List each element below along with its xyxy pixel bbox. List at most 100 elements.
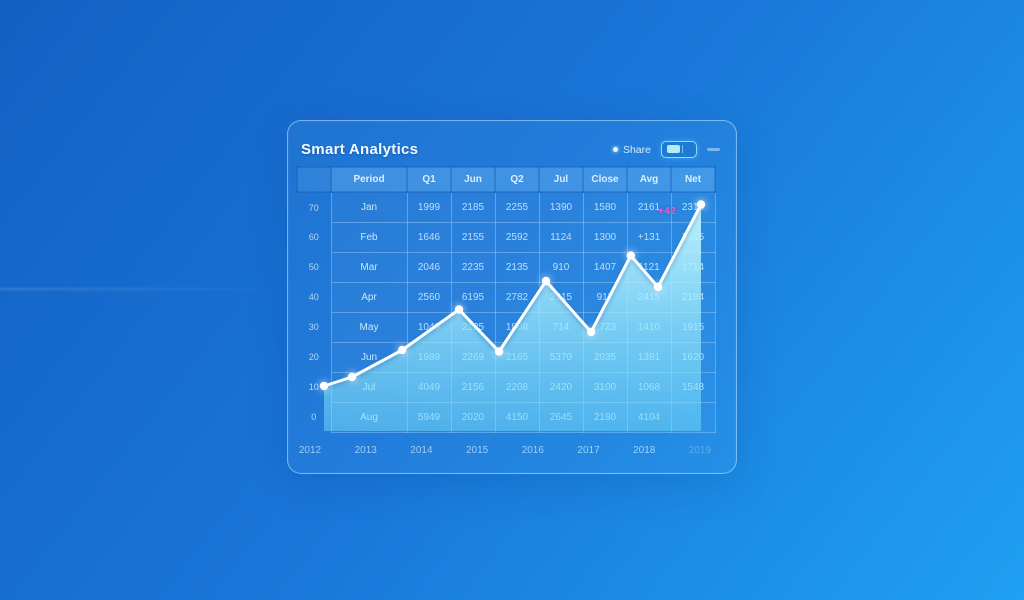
period-cell: Jun xyxy=(330,341,408,373)
table-cell: 6195 xyxy=(450,281,496,313)
table-cell: 1620 xyxy=(670,341,716,373)
y-axis-tick-label: 70 xyxy=(297,192,332,222)
period-cell: May xyxy=(330,311,408,343)
table-cell: 1646 xyxy=(406,221,452,253)
column-header: Close xyxy=(582,166,628,193)
table-cell: 1989 xyxy=(406,341,452,373)
column-header: Avg xyxy=(626,166,672,193)
table-cell: 2310 xyxy=(670,191,716,223)
column-header: Jul xyxy=(538,166,584,193)
x-axis-tick-label: 2017 xyxy=(577,445,600,456)
table-cell: 2135 xyxy=(494,251,540,283)
status-label: Share xyxy=(622,143,651,156)
table-cell: 2165 xyxy=(494,341,540,373)
table-cell: 1915 xyxy=(670,311,716,343)
table-corner-cell xyxy=(296,166,332,193)
table-cell: 2315 xyxy=(538,281,584,313)
table-cell: 3415 xyxy=(670,221,716,253)
table-cell: 2269 xyxy=(450,341,496,373)
table-cell: 2645 xyxy=(538,401,584,433)
x-axis-tick-label: 2013 xyxy=(354,445,377,456)
chart-table-area: Period Q1 Jun Q2 Jul Close Avg Net 70 Jan 1999 218… xyxy=(296,166,716,433)
table-cell: 2592 xyxy=(494,221,540,253)
y-axis-tick-label: 50 xyxy=(297,252,332,282)
table-cell: 1999 xyxy=(406,191,452,223)
y-axis-tick-label: 10 xyxy=(297,372,332,402)
minimize-dash-icon[interactable] xyxy=(707,148,720,151)
y-axis-tick-label: 0 xyxy=(297,402,332,432)
table-cell: +131 xyxy=(626,221,672,253)
table-row: 60 Feb 1646 2155 2592 1124 1300 +131 3415 xyxy=(297,221,716,253)
table-cell: 714 xyxy=(538,311,584,343)
period-cell: Jan xyxy=(330,191,408,223)
period-cell: Mar xyxy=(330,251,408,283)
table-cell: 1714 xyxy=(670,251,716,283)
table-cell: 1124 xyxy=(538,221,584,253)
background-light-streak xyxy=(0,288,300,290)
period-cell: Aug xyxy=(330,401,408,433)
y-axis-tick-label: 30 xyxy=(297,312,332,342)
y-axis-tick-label: 40 xyxy=(297,282,332,312)
table-cell: 1410 xyxy=(626,311,672,343)
x-axis-tick-label: 2015 xyxy=(465,445,489,456)
table-cell: 2415 xyxy=(626,281,672,313)
table-cell: 1068 xyxy=(626,371,672,403)
toggle-divider-icon xyxy=(682,145,688,153)
delta-annotation: +42 xyxy=(658,206,677,217)
x-axis-tick-label: 2018 xyxy=(633,445,656,456)
header-controls: Share xyxy=(612,141,720,158)
status-indicator: Share xyxy=(612,143,651,156)
column-header: Net xyxy=(670,166,716,193)
table-cell: 2035 xyxy=(582,341,628,373)
x-axis-tick-label: 2014 xyxy=(410,445,433,456)
analytics-panel: Smart Analytics Share xyxy=(287,120,737,474)
table-cell: 3100 xyxy=(582,371,628,403)
table-row: 40 Apr 2560 6195 2782 2315 917 2415 2184 xyxy=(297,281,716,313)
table-cell: 1808 xyxy=(494,311,540,343)
status-dot-icon xyxy=(612,147,618,152)
y-axis-tick-label: 20 xyxy=(297,342,332,372)
period-cell: Feb xyxy=(330,221,408,253)
table-cell: 5370 xyxy=(538,341,584,373)
table-row: 20 Jun 1989 2269 2165 5370 2035 1381 1620 xyxy=(297,341,716,373)
table-cell: 1300 xyxy=(582,221,628,253)
table-cell: 1548 xyxy=(670,371,716,403)
table-cell: 2560 xyxy=(406,281,452,313)
table-cell: 4104 xyxy=(626,401,672,433)
table-header-row: Period Q1 Jun Q2 Jul Close Avg Net xyxy=(296,166,716,193)
panel-header: Smart Analytics Share xyxy=(288,121,736,166)
table-cell: 2180 xyxy=(582,401,628,433)
column-header: Period xyxy=(330,166,408,193)
table-cell: 2184 xyxy=(670,281,716,313)
export-toggle[interactable] xyxy=(661,141,697,158)
table-cell: 2020 xyxy=(450,401,496,433)
toggle-knob-icon xyxy=(667,145,680,153)
table-cell: 2723 xyxy=(582,311,628,343)
table-cell: 4150 xyxy=(494,401,540,433)
table-cell: 1049 xyxy=(406,311,452,343)
table-cell: 1407 xyxy=(582,251,628,283)
column-header: Q1 xyxy=(406,166,452,193)
data-table: Period Q1 Jun Q2 Jul Close Avg Net 70 Jan 1999 218… xyxy=(296,166,716,433)
table-row: 50 Mar 2046 2235 2135 910 1407 1121 1714 xyxy=(297,251,716,283)
table-cell: 910 xyxy=(538,251,584,283)
table-cell: 2208 xyxy=(494,371,540,403)
table-row: 10 Jul 4049 2156 2208 2420 3100 1068 1548 xyxy=(297,371,716,403)
x-axis-tick-label: 2019 xyxy=(688,445,712,456)
table-cell: 2046 xyxy=(406,251,452,283)
table-cell: 1381 xyxy=(626,341,672,373)
column-header: Q2 xyxy=(494,166,540,193)
table-cell: 2255 xyxy=(494,191,540,223)
table-cell: 1390 xyxy=(538,191,584,223)
table-cell: 2185 xyxy=(450,191,496,223)
column-header: Jun xyxy=(450,166,496,193)
table-cell: 2235 xyxy=(450,251,496,283)
period-cell: Jul xyxy=(330,371,408,403)
table-row: 70 Jan 1999 2185 2255 1390 1580 2161 2310 xyxy=(297,191,716,223)
table-row: 0 Aug 5949 2020 4150 2645 2180 4104 xyxy=(297,401,716,433)
table-cell: 917 xyxy=(582,281,628,313)
table-row: 30 May 1049 2125 1808 714 2723 1410 1915 xyxy=(297,311,716,343)
panel-title: Smart Analytics xyxy=(301,141,419,158)
table-cell xyxy=(670,401,716,433)
